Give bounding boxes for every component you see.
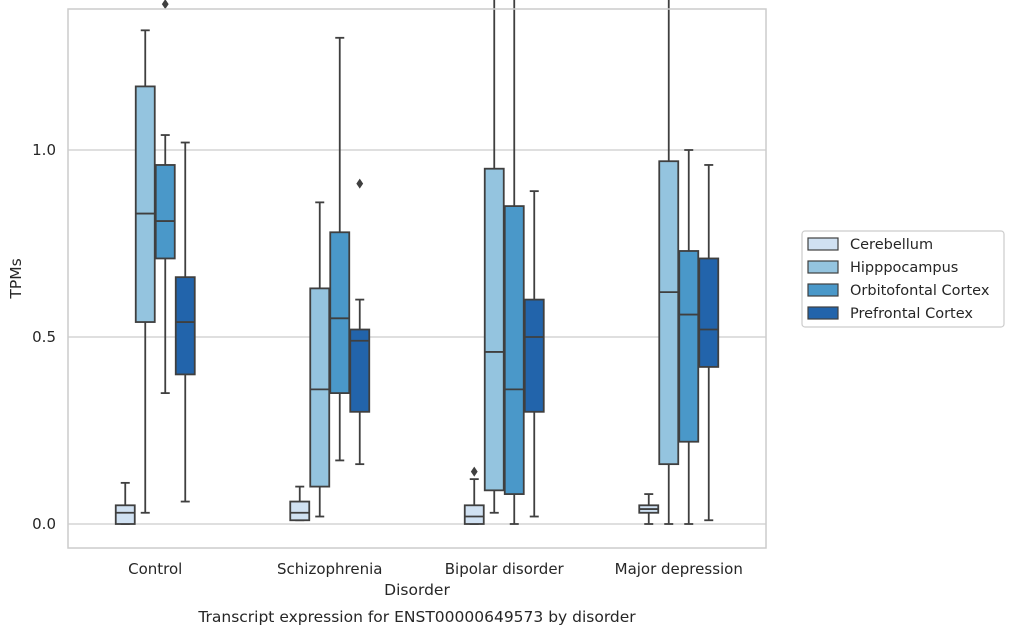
box-0-0 <box>114 481 136 525</box>
legend-swatch <box>807 306 839 320</box>
y-tick-label: 0.5 <box>32 328 56 346</box>
y-tick-label: 1.0 <box>32 141 56 159</box>
box-body <box>329 231 351 395</box>
x-tick-label: Major depression <box>615 560 743 578</box>
box-2-2 <box>503 0 525 525</box>
x-axis-ticks: Control Schizophrenia Bipolar disorder Majo… <box>128 560 743 578</box>
box-3-1 <box>658 0 680 525</box>
outlier-point <box>356 178 364 189</box>
box-body <box>349 328 371 413</box>
box-3-2 <box>678 149 700 525</box>
box-3-0 <box>638 493 660 525</box>
box-body <box>309 287 331 488</box>
box-body <box>174 276 196 376</box>
box-1-3 <box>349 178 371 466</box>
outlier-point <box>470 466 478 477</box>
legend-swatch <box>807 237 839 251</box>
box-0-3 <box>174 141 196 503</box>
box-0-1 <box>134 29 156 514</box>
box-2-3 <box>523 190 545 518</box>
box-body <box>289 500 311 522</box>
legend-label: Hipppocampus <box>850 260 958 276</box>
legend-label: Orbitofontal Cortex <box>850 283 990 299</box>
x-tick-label: Bipolar disorder <box>445 560 565 578</box>
box-body <box>134 85 156 323</box>
x-tick-label: Control <box>128 560 182 578</box>
box-1-1 <box>309 201 331 518</box>
x-tick-label: Schizophrenia <box>277 560 382 578</box>
box-body <box>523 298 545 413</box>
y-axis-title: TPMs <box>7 258 25 299</box>
box-1-2 <box>329 36 351 462</box>
box-body <box>678 250 700 443</box>
box-body <box>463 504 485 525</box>
legend-label: Prefrontal Cortex <box>850 306 973 322</box>
x-axis-title: Disorder <box>384 581 450 599</box>
box-body <box>503 205 525 495</box>
box-1-0 <box>289 485 311 522</box>
chart-caption: Transcript expression for ENST0000064957… <box>197 608 636 626</box>
legend-swatch <box>807 283 839 297</box>
box-3-3 <box>698 164 720 522</box>
legend-label: Cerebellum <box>850 237 933 253</box>
box-2-1 <box>483 0 505 514</box>
box-2-0 <box>463 466 485 525</box>
legend-swatch <box>807 260 839 274</box>
outlier-point <box>161 0 169 10</box>
box-body <box>658 160 680 466</box>
plot-frame <box>67 8 767 549</box>
legend: Cerebellum Hipppocampus Orbitofontal Corte… <box>801 230 1005 328</box>
box-body <box>114 504 136 525</box>
y-axis-ticks: 0.00.51.01.52.02.5 <box>32 141 56 533</box>
box-plot-area <box>114 0 720 525</box>
legend-frame <box>801 230 1005 328</box>
box-0-2 <box>154 0 176 395</box>
box-body <box>698 257 720 368</box>
box-body <box>483 167 505 492</box>
y-tick-label: 0.0 <box>32 515 56 533</box>
box-body <box>154 164 176 260</box>
